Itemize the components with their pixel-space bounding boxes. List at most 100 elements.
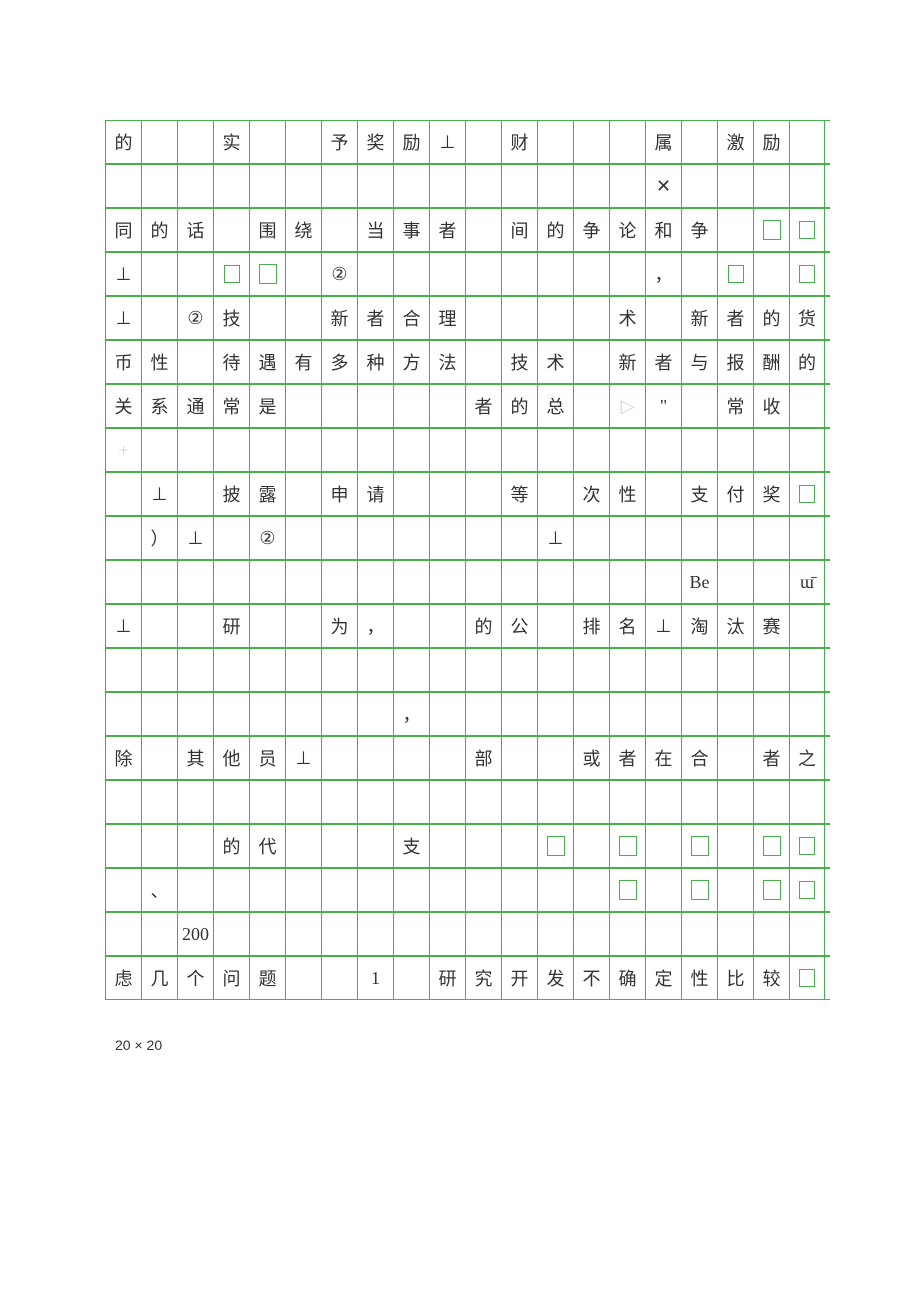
grid-cell: 的 bbox=[213, 825, 249, 867]
grid-cell bbox=[429, 561, 465, 603]
grid-cell: 种 bbox=[357, 341, 393, 383]
grid-cell bbox=[465, 693, 501, 735]
grid-row bbox=[105, 648, 830, 692]
grid-cell bbox=[213, 693, 249, 735]
grid-cell: 确 bbox=[609, 957, 645, 999]
grid-cell bbox=[753, 209, 789, 251]
grid-cell bbox=[105, 649, 141, 691]
grid-cell: 理 bbox=[429, 297, 465, 339]
grid-cell bbox=[753, 693, 789, 735]
grid-cell bbox=[321, 957, 357, 999]
box-icon bbox=[259, 264, 277, 284]
grid-row: 币性待遇有多种方法技术新者与报酬的 bbox=[105, 340, 830, 384]
grid-row: ）⊥②⊥ bbox=[105, 516, 830, 560]
grid-cell bbox=[105, 781, 141, 823]
grid-row: ⊥披露申请等次性支付奖 bbox=[105, 472, 830, 516]
grid-cell bbox=[285, 253, 321, 295]
grid-cell: 的 bbox=[105, 121, 141, 163]
grid-cell bbox=[573, 649, 609, 691]
grid-cell bbox=[681, 429, 717, 471]
grid-cell: 公 bbox=[501, 605, 537, 647]
grid-cell bbox=[717, 913, 753, 955]
grid-cell bbox=[249, 253, 285, 295]
grid-cell bbox=[141, 825, 177, 867]
grid-cell bbox=[465, 341, 501, 383]
grid-cell: 不 bbox=[573, 957, 609, 999]
grid-cell bbox=[501, 913, 537, 955]
grid-cell: 部 bbox=[465, 737, 501, 779]
box-icon bbox=[763, 880, 781, 900]
grid-cell bbox=[501, 869, 537, 911]
box-icon bbox=[799, 969, 815, 987]
grid-cell bbox=[609, 517, 645, 559]
box-icon bbox=[799, 485, 815, 503]
grid-cell bbox=[501, 253, 537, 295]
grid-cell: 事 bbox=[393, 209, 429, 251]
grid-cell bbox=[609, 429, 645, 471]
grid-cell: 奖 bbox=[357, 121, 393, 163]
grid-cell bbox=[645, 649, 681, 691]
grid-cell: 在 bbox=[645, 737, 681, 779]
grid-cell bbox=[393, 781, 429, 823]
grid-cell: 除 bbox=[105, 737, 141, 779]
grid-cell: 新 bbox=[681, 297, 717, 339]
grid-cell: 报 bbox=[717, 341, 753, 383]
grid-cell bbox=[753, 429, 789, 471]
grid-cell: ， bbox=[393, 693, 429, 735]
grid-cell bbox=[213, 209, 249, 251]
grid-cell: 的 bbox=[141, 209, 177, 251]
grid-cell: 者 bbox=[429, 209, 465, 251]
grid-cell: 术 bbox=[537, 341, 573, 383]
grid-cell bbox=[609, 121, 645, 163]
grid-cell bbox=[429, 781, 465, 823]
grid-cell bbox=[141, 649, 177, 691]
grid-cell: 合 bbox=[681, 737, 717, 779]
grid-cell bbox=[177, 473, 213, 515]
grid-cell bbox=[285, 913, 321, 955]
grid-cell bbox=[105, 165, 141, 207]
grid-cell: 问 bbox=[213, 957, 249, 999]
grid-cell bbox=[609, 165, 645, 207]
grid-cell bbox=[321, 429, 357, 471]
grid-cell bbox=[573, 121, 609, 163]
grid-cell: 实 bbox=[213, 121, 249, 163]
grid-cell bbox=[573, 385, 609, 427]
grid-cell bbox=[537, 869, 573, 911]
grid-cell bbox=[285, 825, 321, 867]
grid-cell: 遇 bbox=[249, 341, 285, 383]
grid-cell bbox=[609, 825, 645, 867]
grid-cell bbox=[501, 517, 537, 559]
grid-cell: 代 bbox=[249, 825, 285, 867]
grid-cell bbox=[429, 869, 465, 911]
grid-cell: 的 bbox=[501, 385, 537, 427]
grid-cell bbox=[321, 913, 357, 955]
grid-cell bbox=[393, 253, 429, 295]
grid-cell bbox=[645, 517, 681, 559]
grid-cell bbox=[465, 429, 501, 471]
grid-cell bbox=[609, 253, 645, 295]
grid-cell bbox=[177, 561, 213, 603]
grid-cell: 励 bbox=[753, 121, 789, 163]
grid-cell bbox=[501, 165, 537, 207]
grid-cell bbox=[681, 825, 717, 867]
grid-cell bbox=[357, 913, 393, 955]
grid-cell bbox=[789, 429, 825, 471]
grid-cell: 货 bbox=[789, 297, 825, 339]
grid-cell: 激 bbox=[717, 121, 753, 163]
grid-cell bbox=[609, 693, 645, 735]
grid-cell: 性 bbox=[141, 341, 177, 383]
grid-cell bbox=[249, 121, 285, 163]
grid-row: ⊥研为，的公排名⊥淘汰赛 bbox=[105, 604, 830, 648]
grid-cell: ▷ bbox=[609, 385, 645, 427]
grid-cell bbox=[249, 869, 285, 911]
grid-cell bbox=[789, 825, 825, 867]
grid-cell bbox=[285, 517, 321, 559]
grid-cell bbox=[321, 693, 357, 735]
grid-cell bbox=[717, 781, 753, 823]
grid-cell bbox=[789, 209, 825, 251]
grid-cell: 与 bbox=[681, 341, 717, 383]
grid-cell: 究 bbox=[465, 957, 501, 999]
grid-cell: 性 bbox=[681, 957, 717, 999]
grid-cell bbox=[573, 913, 609, 955]
grid-cell bbox=[393, 385, 429, 427]
